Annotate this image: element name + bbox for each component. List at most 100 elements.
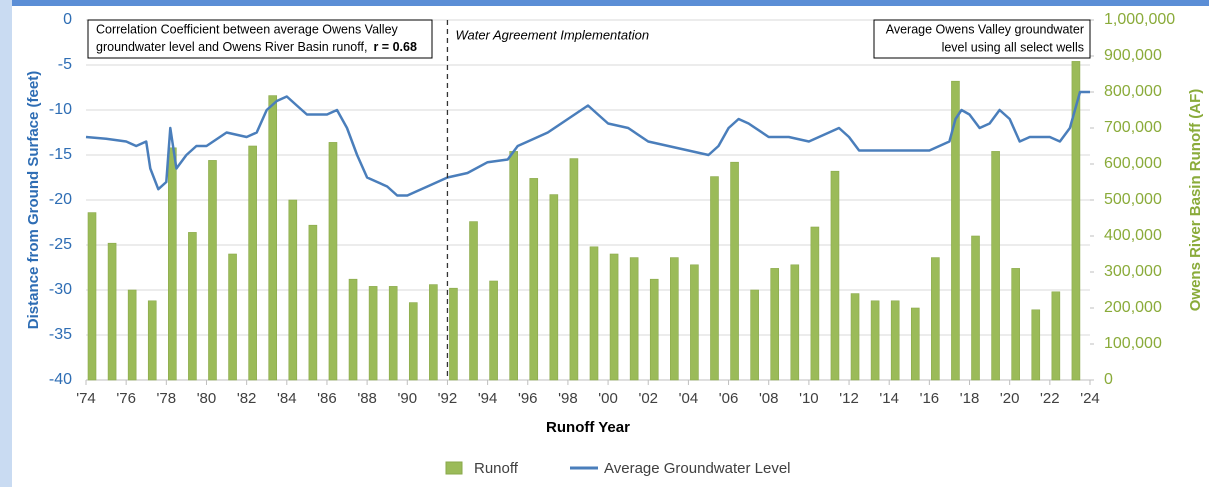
bar (368, 286, 378, 381)
bar (1051, 291, 1061, 381)
y2-tick-label: 300,000 (1104, 263, 1162, 280)
x-tick-label: '22 (1040, 390, 1060, 407)
bar (489, 280, 498, 381)
y-tick-label: -15 (49, 146, 72, 163)
bar (971, 235, 980, 381)
bar (127, 289, 137, 381)
x-tick-label: '12 (839, 390, 859, 407)
bar (248, 145, 257, 381)
x-tick-label: '16 (920, 390, 940, 407)
bar (529, 178, 539, 381)
legend-item: Average Groundwater Level (570, 460, 791, 477)
y-tick-label: -30 (49, 281, 72, 298)
x-tick-label: '74 (76, 390, 96, 407)
bar (328, 142, 338, 381)
correlation-value: r = 0.68 (373, 40, 416, 54)
y-axis-title: Distance from Ground Surface (feet) (25, 71, 42, 329)
y-tick-label: -40 (49, 371, 72, 388)
wells-text: Average Owens Valley groundwater (886, 22, 1084, 36)
y2-tick-label: 400,000 (1104, 227, 1162, 244)
bar (951, 80, 960, 381)
y-tick-label: -10 (49, 101, 72, 118)
bar (589, 246, 599, 381)
legend-item: Runoff (445, 460, 519, 477)
y2-tick-label: 0 (1104, 371, 1113, 388)
wells-text: level using all select wells (942, 40, 1084, 54)
x-tick-label: '92 (438, 390, 458, 407)
legend-swatch (445, 461, 463, 475)
bar (569, 158, 579, 381)
x-tick-label: '24 (1080, 390, 1100, 407)
x-tick-label: '94 (478, 390, 498, 407)
bar (710, 176, 719, 381)
agreement-label: Water Agreement Implementation (455, 27, 649, 42)
x-tick-label: '18 (960, 390, 980, 407)
bar (931, 257, 940, 381)
bar (408, 302, 418, 381)
correlation-text: groundwater level and Owens River Basin … (96, 40, 367, 54)
y2-tick-label: 500,000 (1104, 191, 1162, 208)
y-tick-label: -5 (58, 56, 72, 73)
y-tick-label: -35 (49, 326, 72, 343)
y2-tick-label: 1,000,000 (1104, 11, 1175, 28)
bar (509, 151, 518, 381)
y2-tick-label: 800,000 (1104, 83, 1162, 100)
left-strip (0, 0, 12, 487)
x-tick-label: '90 (397, 390, 417, 407)
bar (830, 170, 840, 381)
bar (870, 300, 880, 381)
bar (670, 257, 679, 381)
y2-tick-label: 900,000 (1104, 47, 1162, 64)
bar (107, 242, 117, 381)
bar (308, 224, 318, 381)
x-tick-label: '98 (558, 390, 578, 407)
y-tick-label: -20 (49, 191, 72, 208)
x-tick-label: '04 (679, 390, 699, 407)
x-tick-label: '00 (598, 390, 618, 407)
correlation-box (87, 19, 433, 59)
y2-axis-title: Owens River Basin Runoff (AF) (1187, 89, 1204, 312)
bar (730, 161, 739, 381)
legend-label: Average Groundwater Level (604, 460, 791, 477)
bar (1031, 309, 1041, 381)
bar (1071, 61, 1081, 381)
bar (388, 286, 398, 381)
bar (228, 253, 237, 381)
x-tick-label: '78 (157, 390, 177, 407)
x-tick-label: '14 (879, 390, 899, 407)
bar (690, 264, 699, 381)
bar (188, 232, 197, 381)
x-tick-label: '86 (317, 390, 337, 407)
bar (991, 151, 1000, 381)
bar (750, 289, 759, 381)
x-tick-label: '76 (116, 390, 136, 407)
bar (549, 194, 559, 381)
y2-tick-label: 100,000 (1104, 335, 1162, 352)
bar (469, 221, 478, 381)
y-tick-label: 0 (63, 11, 72, 28)
y2-tick-label: 700,000 (1104, 119, 1162, 136)
x-tick-label: '84 (277, 390, 297, 407)
bar (429, 284, 438, 381)
correlation-text: groundwater level and Owens River Basin … (96, 40, 417, 54)
bar (609, 253, 619, 381)
x-tick-label: '88 (357, 390, 377, 407)
x-tick-label: '02 (638, 390, 658, 407)
bar (910, 307, 920, 381)
x-tick-label: '06 (719, 390, 739, 407)
bar (147, 300, 157, 381)
x-tick-label: '08 (759, 390, 779, 407)
x-tick-label: '80 (197, 390, 217, 407)
bar (348, 278, 358, 381)
x-axis-title: Runoff Year (546, 419, 630, 436)
bar (449, 287, 458, 381)
legend-label: Runoff (474, 460, 519, 477)
y2-tick-label: 200,000 (1104, 299, 1162, 316)
bar (890, 300, 900, 381)
wells-box (873, 19, 1091, 59)
line (85, 90, 1090, 197)
bar (1011, 268, 1020, 381)
bar (268, 95, 278, 381)
x-tick-label: '96 (518, 390, 538, 407)
